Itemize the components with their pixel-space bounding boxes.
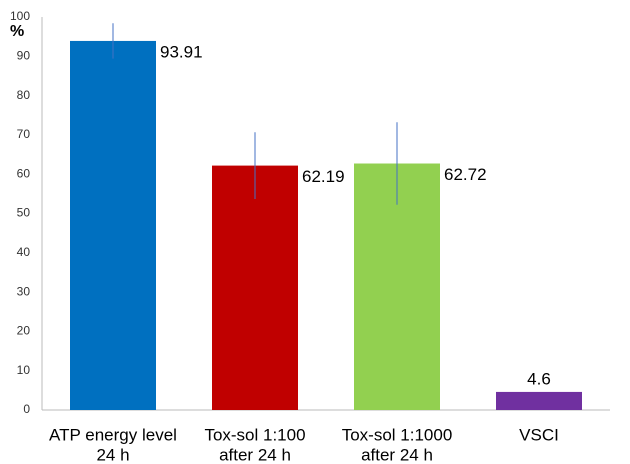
bar [496,391,582,410]
data-label: 4.6 [527,369,551,388]
y-tick-label: 50 [17,206,31,220]
data-label: 62.72 [444,165,487,184]
x-tick-label: Tox-sol 1:100 [204,425,305,444]
y-tick-label: 10 [17,363,31,377]
x-tick-label: Tox-sol 1:1000 [342,425,453,444]
y-tick-label: 100 [10,9,30,23]
data-label: 93.91 [160,42,203,61]
data-label: 62.19 [302,167,345,186]
y-tick-label: 40 [17,245,31,259]
y-tick-label: 60 [17,166,31,180]
x-tick-label: ATP energy level [49,425,177,444]
y-tick-label: 0 [23,402,30,416]
x-tick-label: after 24 h [219,445,291,464]
bar [70,40,156,410]
bar [212,165,298,410]
x-tick-label: after 24 h [361,445,433,464]
x-tick-label: VSCI [519,425,559,444]
y-tick-label: 90 [17,48,31,62]
x-tick-label: 24 h [96,445,129,464]
y-axis-label: % [10,23,24,40]
y-tick-label: 20 [17,324,31,338]
y-tick-label: 30 [17,284,31,298]
y-tick-label: 70 [17,127,31,141]
y-tick-label: 80 [17,88,31,102]
